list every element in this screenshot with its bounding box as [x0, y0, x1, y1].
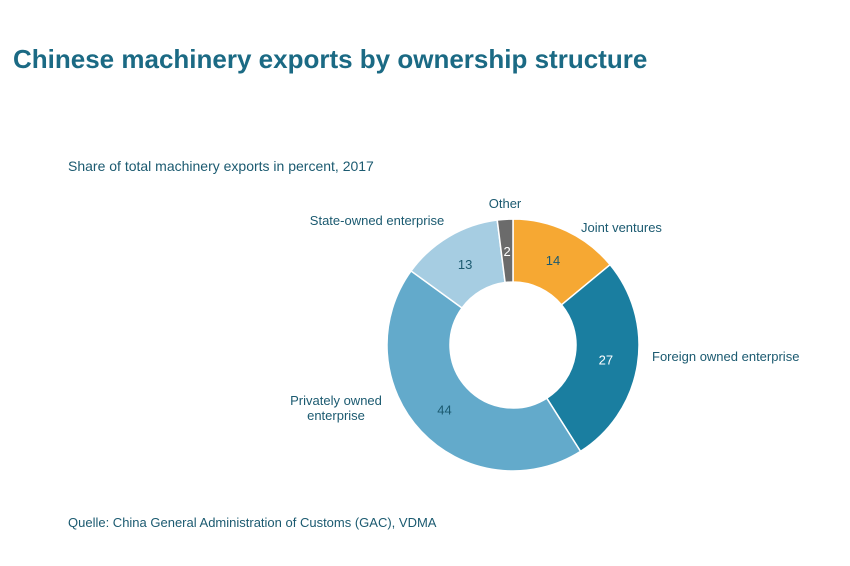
value-label-joint-ventures: 14 [546, 253, 560, 268]
category-label-privately-owned-enterprise: Privately owned enterprise [290, 393, 382, 423]
source-note: Quelle: China General Administration of … [68, 515, 437, 530]
value-label-foreign-owned-enterprise: 27 [599, 353, 613, 368]
chart-subtitle: Share of total machinery exports in perc… [68, 158, 374, 174]
chart-title: Chinese machinery exports by ownership s… [13, 44, 648, 74]
slice-other [496, 218, 514, 284]
category-label-state-owned-enterprise: State-owned enterprise [310, 213, 444, 228]
value-label-state-owned-enterprise: 13 [458, 257, 472, 272]
category-label-other: Other [489, 196, 522, 211]
value-label-privately-owned-enterprise: 44 [437, 402, 451, 417]
category-label-joint-ventures: Joint ventures [581, 220, 662, 235]
slice-foreign-owned-enterprise [545, 263, 640, 453]
value-label-other: 2 [503, 244, 510, 259]
slice-privately-owned-enterprise [386, 269, 582, 472]
category-label-foreign-owned-enterprise: Foreign owned enterprise [652, 349, 799, 364]
